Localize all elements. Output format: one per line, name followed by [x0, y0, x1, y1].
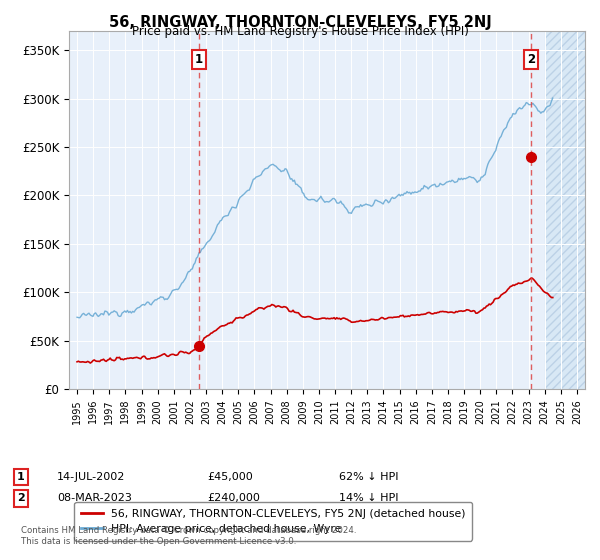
- Text: 14% ↓ HPI: 14% ↓ HPI: [339, 493, 398, 503]
- Text: Price paid vs. HM Land Registry's House Price Index (HPI): Price paid vs. HM Land Registry's House …: [131, 25, 469, 38]
- Text: 1: 1: [194, 53, 203, 66]
- Text: This data is licensed under the Open Government Licence v3.0.: This data is licensed under the Open Gov…: [21, 537, 296, 546]
- Polygon shape: [545, 31, 585, 389]
- Legend: 56, RINGWAY, THORNTON-CLEVELEYS, FY5 2NJ (detached house), HPI: Average price, d: 56, RINGWAY, THORNTON-CLEVELEYS, FY5 2NJ…: [74, 502, 472, 540]
- Text: Contains HM Land Registry data © Crown copyright and database right 2024.: Contains HM Land Registry data © Crown c…: [21, 526, 356, 535]
- Text: 56, RINGWAY, THORNTON-CLEVELEYS, FY5 2NJ: 56, RINGWAY, THORNTON-CLEVELEYS, FY5 2NJ: [109, 15, 491, 30]
- Text: 1: 1: [17, 472, 25, 482]
- Text: £45,000: £45,000: [207, 472, 253, 482]
- Text: £240,000: £240,000: [207, 493, 260, 503]
- Text: 08-MAR-2023: 08-MAR-2023: [57, 493, 132, 503]
- Text: 2: 2: [527, 53, 536, 66]
- Text: 14-JUL-2002: 14-JUL-2002: [57, 472, 125, 482]
- Text: 62% ↓ HPI: 62% ↓ HPI: [339, 472, 398, 482]
- Text: 2: 2: [17, 493, 25, 503]
